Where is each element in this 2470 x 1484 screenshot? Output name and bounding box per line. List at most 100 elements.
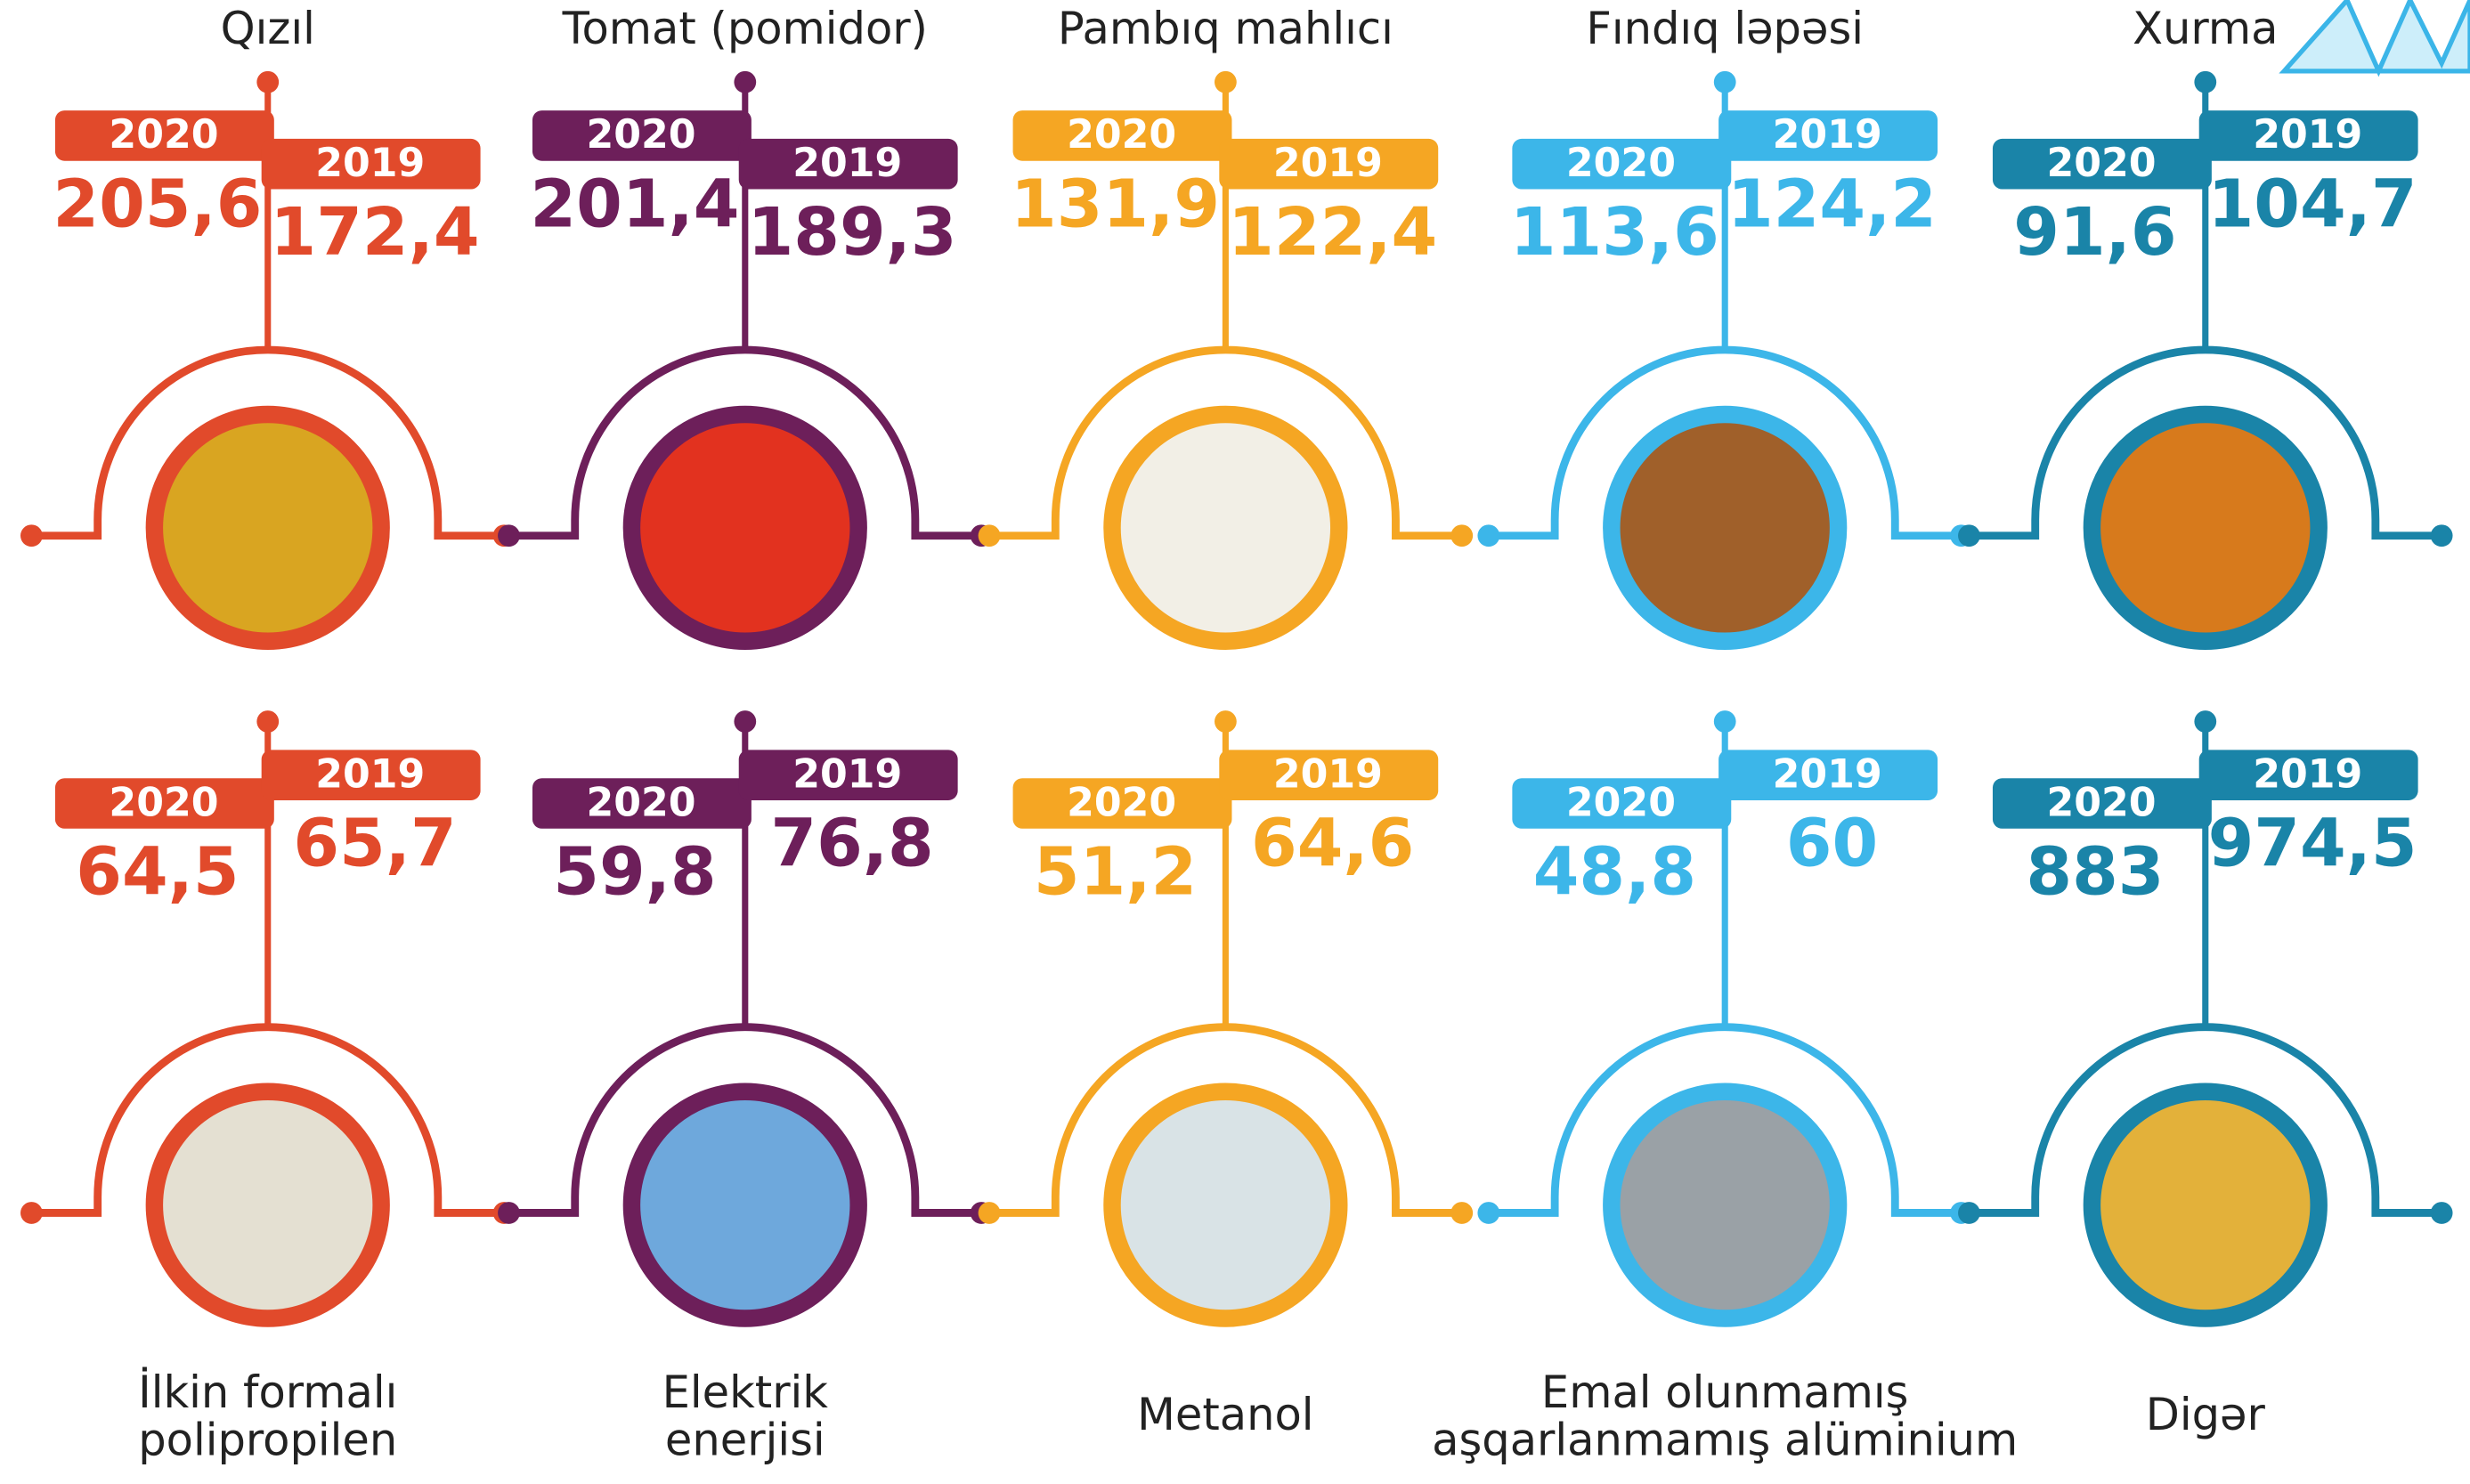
picture <box>622 405 867 651</box>
arc <box>31 1023 505 1217</box>
year-label: 2019 <box>1773 112 1882 158</box>
dot <box>2194 70 2217 93</box>
dot <box>2194 710 2217 733</box>
year-box <box>1219 750 1439 800</box>
arc <box>989 1023 1462 1217</box>
year-box <box>54 110 274 161</box>
picture <box>1603 405 1848 651</box>
year-label: 2019 <box>792 141 902 186</box>
value: 65,7 <box>293 805 456 882</box>
year-label: 2020 <box>586 780 695 825</box>
dot <box>1713 70 1736 93</box>
item-name: aşqarlanmamış alüminium <box>1432 1414 2018 1465</box>
dot <box>1713 710 1736 733</box>
value: 124,2 <box>1727 165 1937 242</box>
dot <box>1477 1202 1500 1224</box>
year-label: 2020 <box>109 112 218 158</box>
item: 2020 51,2 2019 64,6 Metanol <box>978 710 1474 1440</box>
arc <box>1488 345 1962 540</box>
item-name: İlkin formalı <box>138 1366 397 1418</box>
picture <box>622 1083 867 1327</box>
item-name: Fındıq ləpəsi <box>1586 3 1864 54</box>
year-box <box>738 138 958 190</box>
dot <box>1215 70 1237 93</box>
year-box <box>54 778 274 829</box>
arc <box>508 345 982 540</box>
year-box <box>1012 778 1232 829</box>
dot <box>20 1202 43 1224</box>
picture <box>1603 1083 1848 1327</box>
value: 189,3 <box>748 193 957 271</box>
ribbon-decoration <box>2279 0 2470 77</box>
dot <box>256 70 280 93</box>
year-box <box>532 778 752 829</box>
value: 201,4 <box>530 165 739 242</box>
arc <box>508 1023 982 1217</box>
year-label: 2020 <box>1067 112 1176 158</box>
year-label: 2020 <box>2046 780 2156 825</box>
arc <box>1488 1023 1962 1217</box>
value: 205,6 <box>53 165 262 242</box>
item-name: enerjisi <box>665 1414 825 1465</box>
item-name: Pambıq mahlıcı <box>1058 3 1393 54</box>
year-box <box>1512 778 1732 829</box>
year-box <box>261 750 481 800</box>
dot <box>256 710 280 733</box>
item: 2020 91,6 2019 104,7 Xurma <box>1958 3 2453 651</box>
year-box <box>2198 110 2418 161</box>
year-label: 2019 <box>792 751 902 797</box>
value: 91,6 <box>2013 193 2176 271</box>
year-label: 2019 <box>315 141 425 186</box>
year-box <box>1718 110 1938 161</box>
value: 974,5 <box>2208 805 2417 882</box>
year-box <box>1992 778 2212 829</box>
item: 2020 201,4 2019 189,3 Tomat (pomidor) <box>498 3 993 651</box>
arc <box>31 345 505 540</box>
dot <box>978 1202 1001 1224</box>
year-label: 2019 <box>315 751 425 797</box>
dot <box>734 70 757 93</box>
picture <box>2083 405 2328 651</box>
dot <box>2430 1202 2453 1224</box>
item: 2020 883 2019 974,5 Digər <box>1958 710 2453 1440</box>
value: 64,5 <box>76 832 239 910</box>
year-box <box>1512 138 1732 190</box>
item: 2020 113,6 2019 124,2 Fındıq ləpəsi <box>1477 3 1972 651</box>
year-label: 2020 <box>1566 780 1676 825</box>
value: 76,8 <box>770 805 933 882</box>
picture <box>1103 1083 1348 1327</box>
item: 2020 64,5 2019 65,7 İlkin formalıpolipropile… <box>20 710 516 1465</box>
year-box <box>738 750 958 800</box>
dot <box>498 1202 520 1224</box>
dot <box>1477 524 1500 547</box>
item-name: Metanol <box>1137 1389 1313 1440</box>
year-label: 2020 <box>1566 141 1676 186</box>
year-label: 2019 <box>1773 751 1882 797</box>
item: 2020 131,9 2019 122,4 Pambıq mahlıcı <box>978 3 1474 651</box>
year-box <box>532 110 752 161</box>
year-box <box>1219 138 1439 190</box>
dot <box>1958 524 1980 547</box>
value: 172,4 <box>271 193 480 271</box>
year-label: 2020 <box>2046 141 2156 186</box>
dot <box>1450 524 1474 547</box>
value: 104,7 <box>2208 165 2417 242</box>
item-name: Tomat (pomidor) <box>562 3 928 54</box>
item-name: Elektrik <box>662 1366 829 1418</box>
year-box <box>1012 110 1232 161</box>
year-label: 2019 <box>1273 751 1383 797</box>
dot <box>1450 1202 1474 1224</box>
arc <box>1969 1023 2442 1217</box>
year-label: 2020 <box>586 112 695 158</box>
picture <box>145 405 390 651</box>
year-label: 2019 <box>1273 141 1383 186</box>
item: 2020 205,6 2019 172,4 Qızıl <box>20 3 516 651</box>
picture <box>1103 405 1348 651</box>
value: 113,6 <box>1510 193 1719 271</box>
item-name: Digər <box>2146 1389 2266 1440</box>
dot <box>2430 524 2453 547</box>
year-label: 2019 <box>2253 112 2362 158</box>
value: 883 <box>2026 832 2164 910</box>
dot <box>1958 1202 1980 1224</box>
